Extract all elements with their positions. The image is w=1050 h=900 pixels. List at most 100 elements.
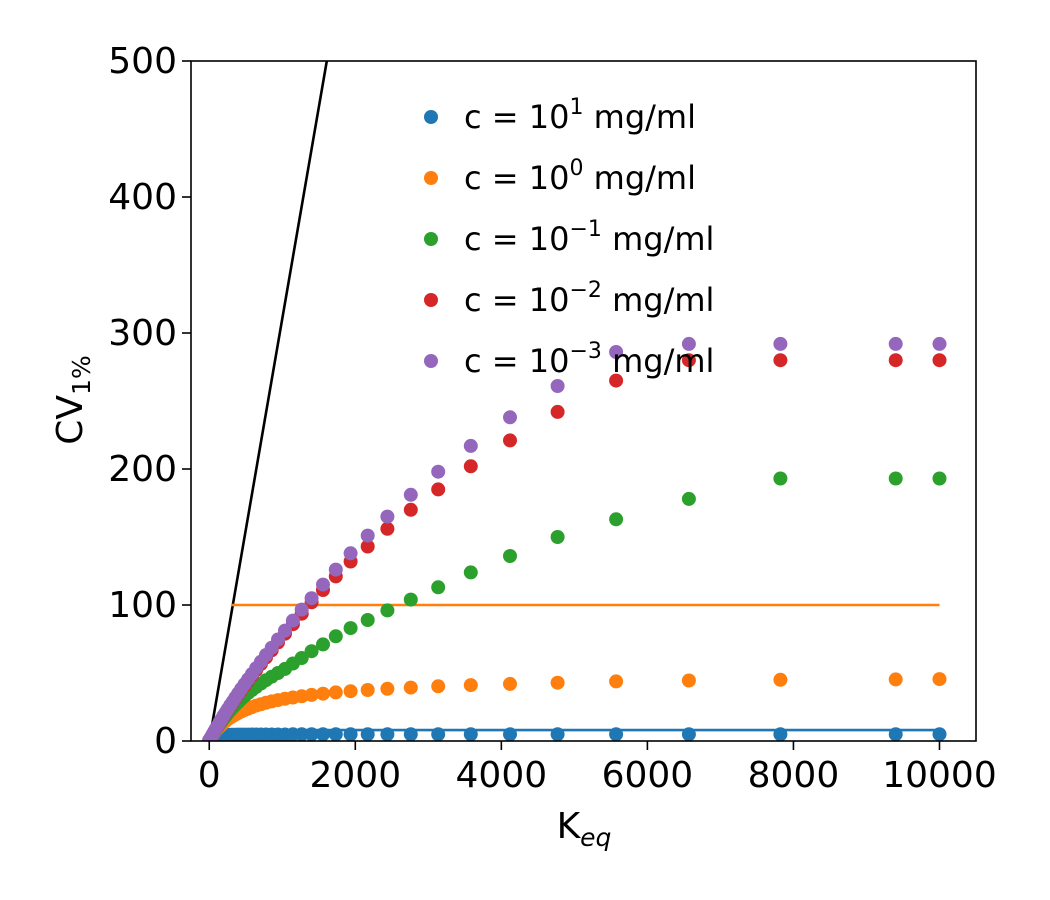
data-point [681,336,696,351]
data-point [360,528,375,543]
data-point [681,491,696,506]
data-point [403,487,418,502]
reference-line-0 [208,61,329,741]
data-point [681,727,696,741]
data-point [431,580,446,595]
data-point [360,683,375,697]
legend-label: c = 10−2 mg/ml [464,278,714,319]
data-point [932,336,947,351]
legend-marker [424,171,438,185]
data-point [550,379,565,393]
y-tick-label: 0 [154,721,177,762]
legend-marker [424,354,438,368]
data-point [294,651,309,665]
y-axis-label-subscript: 1% [67,355,96,395]
data-point [888,353,903,368]
data-point [550,404,565,419]
data-point [328,727,343,741]
data-point [609,512,624,527]
data-point [343,546,358,561]
data-point [380,603,395,618]
data-point [328,629,343,644]
plot-frame [190,60,977,742]
data-point [888,471,903,486]
legend-label: c = 101 mg/ml [464,95,696,136]
data-point [360,539,375,554]
data-point [463,438,478,453]
data-point [773,672,788,687]
data-point [463,727,478,741]
legend: c = 101 mg/ml c = 100 mg/ml c = 10−1 mg/ml… [424,95,714,380]
data-point [463,565,478,580]
data-point [503,727,517,741]
series-4 [202,336,947,741]
data-point [380,509,395,524]
data-point [773,336,788,351]
data-point [888,336,903,351]
data-point [609,727,624,741]
data-point [403,727,418,741]
data-point [503,410,517,425]
data-point [888,727,903,741]
data-point [328,562,343,577]
data-point [681,673,696,688]
data-point [304,644,319,659]
data-point [360,727,375,741]
data-point [503,433,517,448]
legend-marker [424,232,438,246]
legend-label: c = 10−3 mg/ml [464,339,714,380]
y-axis-label-main: CV [50,395,91,445]
data-point [503,676,517,691]
data-point [403,680,418,695]
data-point [285,613,300,628]
data-point [431,679,446,694]
data-point [316,637,330,652]
x-tick-label: 2000 [309,755,401,796]
y-tick-label: 500 [108,41,177,82]
y-tick-label: 200 [108,449,177,490]
data-points [202,336,947,741]
data-point [343,684,358,699]
data-point [932,727,947,741]
x-tick-label: 0 [198,755,221,796]
data-point [343,727,358,741]
data-point [609,373,624,388]
data-point [932,471,947,486]
x-tick-label: 6000 [602,755,694,796]
data-point [431,482,446,497]
legend-entry: c = 101 mg/ml [424,95,696,136]
data-point [380,521,395,536]
data-point [403,502,418,517]
data-point [550,530,565,544]
data-point [294,602,309,617]
legend-marker [424,293,438,307]
data-point [380,727,395,741]
data-point [431,464,446,479]
data-point [503,549,517,563]
data-point [609,345,624,359]
data-point [304,591,319,606]
data-point [681,353,696,368]
y-axis-label: CV1% [50,355,96,444]
data-point [304,727,319,741]
y-tick-label: 100 [108,585,177,626]
data-point [431,727,446,741]
data-point [773,353,788,368]
data-point [773,727,788,741]
x-axis-label-main: K [557,806,582,847]
data-point [304,687,319,702]
legend-label: c = 10−1 mg/ml [464,217,714,258]
y-tick-label: 300 [108,313,177,354]
legend-marker [424,110,438,124]
data-point [316,727,330,741]
x-tick-label: 4000 [456,755,548,796]
legend-entry: c = 100 mg/ml [424,156,696,197]
x-axis-label: Keq [557,806,612,852]
data-point [888,672,903,687]
data-point [380,681,395,696]
y-tick-label: 400 [108,177,177,218]
data-point [403,592,418,607]
legend-entry: c = 10−1 mg/ml [424,217,714,258]
